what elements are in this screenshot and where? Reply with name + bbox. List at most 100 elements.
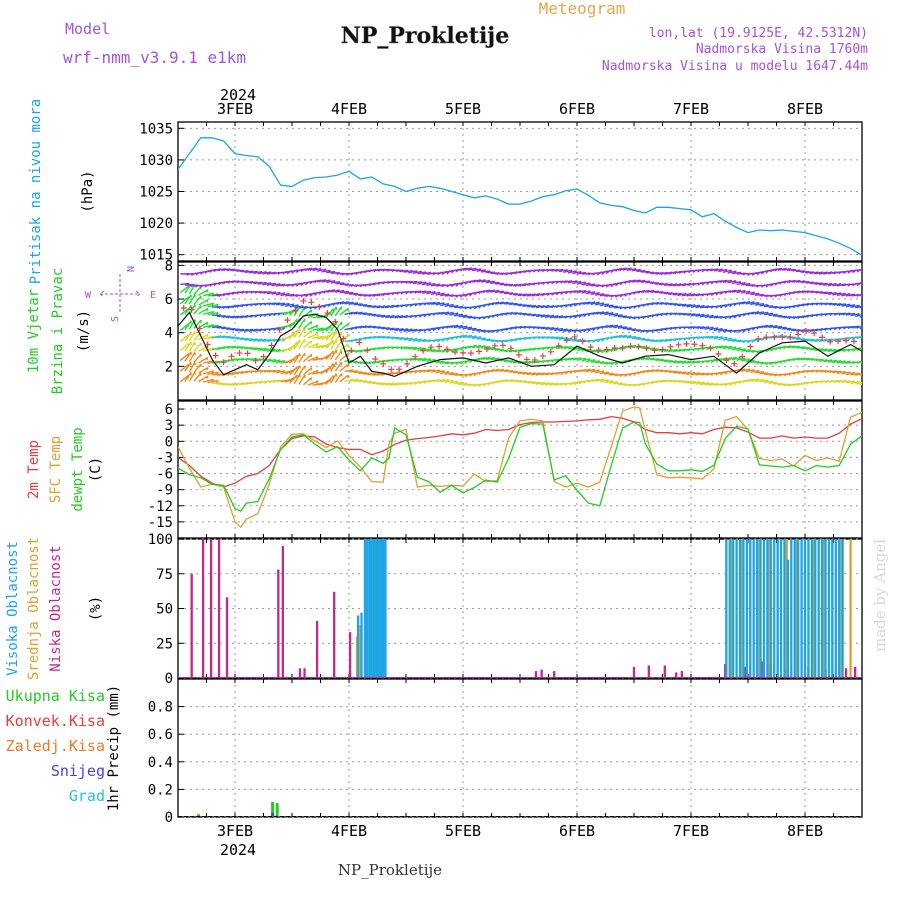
wind-arrow-head (282, 327, 286, 330)
wind-arrow-head (441, 339, 445, 342)
wind-arrow (741, 283, 751, 286)
gust-marker (611, 345, 618, 352)
wind-arrow (617, 267, 627, 271)
wind-arrow (362, 325, 372, 329)
bar (271, 801, 275, 817)
gust-marker (699, 342, 706, 349)
wind-arrow-head (469, 293, 473, 297)
wind-arrow (481, 356, 491, 361)
wind-arrow (517, 371, 527, 374)
wind-arrow (330, 306, 337, 317)
y-axis-label: (C) (88, 457, 104, 482)
wind-arrow (563, 269, 573, 273)
legend-grad: Grad (69, 787, 105, 805)
gust-marker (675, 341, 682, 348)
gust-marker (683, 340, 690, 347)
wind-arrow (855, 325, 862, 329)
wind-arrow (193, 305, 202, 315)
wind-arrow-head (596, 339, 601, 343)
wind-arrow (307, 369, 319, 376)
wind-arrow (558, 328, 568, 332)
wind-arrow (526, 381, 536, 384)
wind-arrow (293, 339, 301, 350)
wind-arrow (312, 267, 322, 272)
wind-arrow (326, 270, 336, 274)
bar (732, 539, 735, 678)
gust-marker (300, 297, 307, 304)
wind-arrow (467, 327, 477, 331)
wind-arrow (435, 360, 445, 364)
wind-arrow (284, 303, 295, 307)
wind-arrow (722, 345, 732, 350)
wind-arrow (535, 381, 545, 385)
panels: 1015 1020 1025 1030 1035 Pritisak na nivou mo… (5, 99, 868, 826)
wind-arrow (490, 357, 500, 361)
y-tick-label: -3 (156, 450, 173, 466)
wind-arrow (179, 353, 190, 361)
wind-arrow (845, 303, 855, 308)
wind-arrow (307, 333, 319, 339)
wind-arrow (544, 304, 555, 309)
gust-marker (460, 349, 466, 356)
wind-arrow-head (315, 333, 319, 337)
wind-arrow (198, 366, 209, 374)
wind-arrow (188, 331, 196, 342)
wind-arrow (430, 301, 441, 306)
wind-arrow-head (310, 330, 313, 334)
wind-arrow (302, 329, 313, 339)
wind-arrow (640, 280, 650, 283)
wind-arrow (188, 341, 196, 352)
wind-arrow (768, 324, 778, 329)
wind-arrow (586, 283, 596, 287)
bar (303, 668, 306, 678)
wind-arrow (786, 345, 796, 349)
wind-arrow (640, 357, 650, 361)
wind-arrow (636, 279, 646, 283)
wind-arrow (832, 359, 842, 364)
wind-arrow (832, 292, 842, 296)
wind-arrow (841, 371, 851, 375)
wind-arrow (649, 290, 659, 293)
wind-arrow (549, 382, 559, 386)
wind-arrow (772, 325, 783, 329)
bar (360, 612, 363, 678)
wind-arrow (339, 353, 349, 362)
wind-arrow (198, 375, 209, 383)
wind-arrow (636, 289, 646, 294)
wind-arrow (681, 360, 691, 364)
wind-arrow (731, 289, 741, 293)
bar (553, 671, 556, 678)
wind-arrow (344, 378, 354, 383)
wind-arrow (590, 369, 600, 373)
wind-arrow (253, 281, 263, 285)
y-tick-label: 0.4 (148, 755, 173, 771)
wind-arrow (458, 325, 468, 329)
wind-arrow (179, 296, 190, 305)
wind-arrow (476, 356, 486, 361)
wind-arrow (234, 382, 244, 386)
wind-arrow (430, 291, 440, 296)
wind-arrow (326, 279, 336, 284)
wind-arrow-head (866, 336, 868, 338)
wind-arrow (567, 357, 577, 361)
wind-arrow (335, 301, 345, 305)
wind-arrow (813, 271, 824, 275)
wind-arrow (453, 381, 463, 385)
wind-arrow (471, 279, 482, 283)
wind-arrow (526, 304, 536, 308)
wind-arrow (531, 304, 541, 308)
wind-arrow (262, 291, 272, 294)
wind-arrow (298, 306, 306, 317)
wind-arrow (681, 313, 691, 316)
wind-arrow (302, 340, 313, 349)
y-tick-label: 75 (156, 567, 173, 583)
wind-arrow-head (574, 382, 578, 386)
wind-arrow (348, 378, 358, 382)
wind-arrow (417, 271, 427, 275)
wind-arrow (636, 269, 646, 272)
gust-marker (196, 325, 203, 332)
wind-arrow (513, 293, 523, 296)
wind-arrow (613, 382, 623, 385)
wind-arrow (604, 324, 614, 329)
